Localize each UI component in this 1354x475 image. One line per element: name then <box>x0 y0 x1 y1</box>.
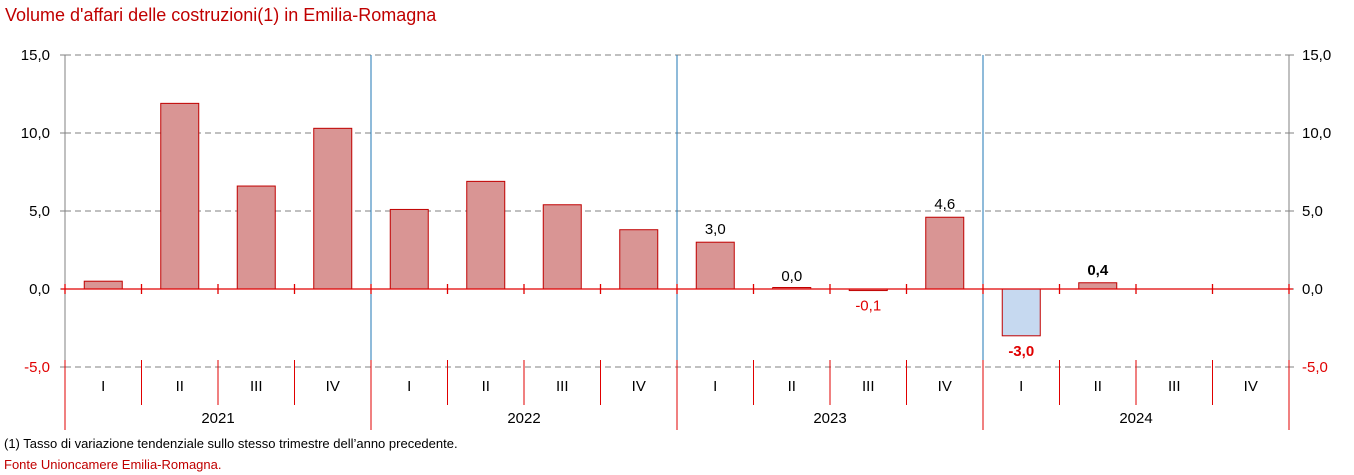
quarter-label: IV <box>326 378 340 395</box>
quarter-label: IV <box>1244 378 1258 395</box>
y-tick-label-left: -5,0 <box>24 359 50 376</box>
source-note: Fonte Unioncamere Emilia-Romagna. <box>4 457 222 472</box>
quarter-label: I <box>1019 378 1023 395</box>
bar <box>236 185 276 290</box>
bar <box>389 208 429 290</box>
quarter-label: I <box>713 378 717 395</box>
chart-title: Volume d'affari delle costruzioni(1) in … <box>5 5 437 25</box>
quarter-label: III <box>1168 378 1181 395</box>
bar <box>619 229 659 290</box>
bar <box>695 241 735 290</box>
bar <box>466 180 506 290</box>
y-tick-label-right: -5,0 <box>1302 359 1328 376</box>
bar <box>925 216 965 290</box>
year-label: 2024 <box>1119 410 1152 427</box>
quarter-label: IV <box>938 378 952 395</box>
y-tick-label-left: 15,0 <box>21 47 50 64</box>
y-tick-label-right: 15,0 <box>1302 47 1331 64</box>
year-label: 2022 <box>507 410 540 427</box>
data-label: 4,6 <box>934 196 955 213</box>
quarter-label: II <box>482 378 490 395</box>
data-label: -3,0 <box>1008 343 1034 360</box>
bar <box>1078 282 1118 290</box>
year-label: 2021 <box>201 410 234 427</box>
quarter-label: I <box>101 378 105 395</box>
quarter-label: I <box>407 378 411 395</box>
quarter-label: III <box>556 378 569 395</box>
bar <box>1001 288 1041 337</box>
quarter-label: IV <box>632 378 646 395</box>
y-tick-label-right: 5,0 <box>1302 203 1323 220</box>
footnote: (1) Tasso di variazione tendenziale sull… <box>4 436 458 451</box>
quarter-label: III <box>250 378 263 395</box>
bar <box>160 102 200 290</box>
y-tick-label-left: 10,0 <box>21 125 50 142</box>
bar <box>313 127 353 290</box>
quarter-label: III <box>862 378 875 395</box>
year-label: 2023 <box>813 410 846 427</box>
data-label: 0,0 <box>781 268 802 285</box>
data-label: 3,0 <box>705 221 726 238</box>
y-tick-label-right: 0,0 <box>1302 281 1323 298</box>
y-tick-label-right: 10,0 <box>1302 125 1331 142</box>
bar <box>83 280 123 290</box>
quarter-label: II <box>176 378 184 395</box>
quarter-label: II <box>1094 378 1102 395</box>
y-tick-label-left: 5,0 <box>29 203 50 220</box>
bar <box>542 204 582 290</box>
quarter-label: II <box>788 378 796 395</box>
data-label: -0,1 <box>855 298 881 315</box>
y-tick-label-left: 0,0 <box>29 281 50 298</box>
data-label: 0,4 <box>1087 262 1109 279</box>
